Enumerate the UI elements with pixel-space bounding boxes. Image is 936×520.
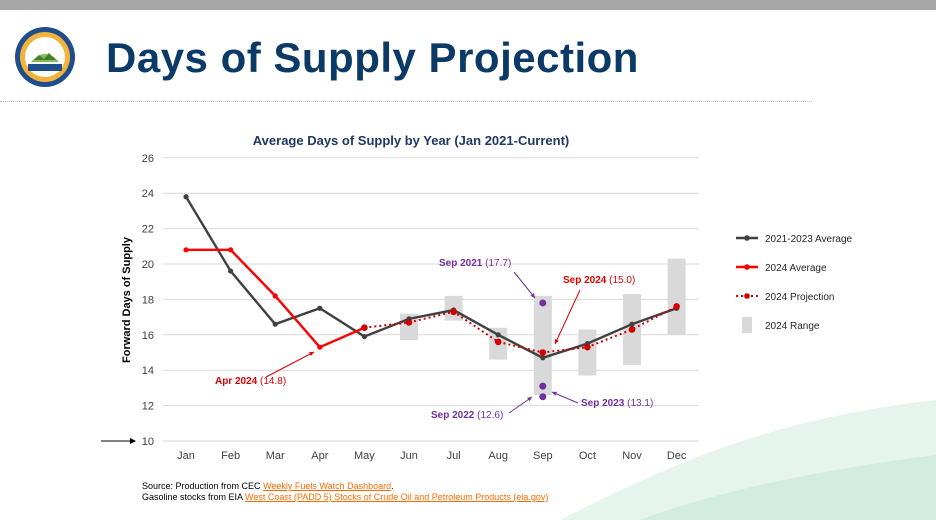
y-tick-label: 10 [142, 436, 154, 448]
annotation-arrow-head [552, 391, 557, 396]
annotation-arrow-head [527, 397, 532, 402]
x-tick-label: Oct [579, 450, 596, 462]
series-line-2 [364, 305, 678, 354]
series-point-0 [629, 321, 635, 327]
sep-point [539, 299, 547, 307]
x-tick-label: Sep [533, 450, 553, 462]
sep-point [539, 393, 547, 401]
series-point-0 [272, 321, 278, 327]
series-point-2 [539, 349, 547, 356]
annotation-label: Sep 2023 (13.1) [581, 398, 653, 409]
series-point-0 [361, 333, 367, 340]
legend-marker [744, 235, 750, 241]
eia-stocks-link[interactable]: West Coast (PADD 5) Stocks of Crude Oil … [245, 492, 549, 502]
annotation-arrow [508, 396, 533, 414]
x-tick-label: Dec [667, 450, 687, 462]
legend-swatch [742, 317, 752, 333]
legend-label: 2024 Average [765, 263, 827, 274]
y-tick-label: 22 [142, 224, 154, 236]
energy-commission-logo [15, 27, 75, 87]
annotation-arrow [551, 391, 579, 404]
range-bar [533, 295, 552, 395]
range-bar [578, 329, 597, 376]
annotation-arrow [554, 289, 581, 345]
legend-marker [744, 293, 750, 299]
source-note: Source: Production from CEC Weekly Fuels… [142, 481, 548, 503]
annotation-arrow [513, 271, 536, 299]
y-tick-label: 24 [142, 188, 154, 200]
chart-title: Average Days of Supply by Year (Jan 2021… [253, 133, 569, 148]
series-point-2 [405, 319, 413, 326]
days-of-supply-chart: Average Days of Supply by Year (Jan 2021… [101, 133, 853, 462]
series-point-0 [183, 194, 189, 200]
title-divider [0, 101, 812, 102]
x-tick-label: Feb [221, 450, 240, 462]
series-line-0 [184, 196, 678, 360]
x-tick-label: May [354, 450, 375, 462]
annotation-arrow [265, 351, 315, 378]
series-point-1 [228, 247, 234, 253]
page-title: Days of Supply Projection [106, 34, 639, 81]
x-tick-label: Nov [622, 450, 642, 462]
x-tick-label: Jul [447, 450, 461, 462]
y-tick-label: 16 [142, 330, 154, 342]
series-point-2 [584, 343, 591, 351]
y-tick-label: 20 [142, 259, 154, 271]
x-tick-label: Jun [400, 450, 418, 462]
annotation-label: Sep 2022 (12.6) [431, 410, 503, 421]
x-tick-label: Jan [177, 450, 195, 462]
x-tick-label: Mar [266, 450, 285, 462]
annotation-arrow-head [554, 339, 559, 344]
y-tick-label: 18 [142, 294, 154, 306]
weekly-fuels-watch-link[interactable]: Weekly Fuels Watch Dashboard [263, 481, 392, 491]
series-point-2 [673, 303, 680, 310]
x-tick-label: Apr [311, 450, 328, 462]
series-point-0 [540, 355, 546, 361]
annotation-arrow-head [530, 293, 535, 298]
y-tick-label: 14 [142, 365, 154, 377]
y-axis-label: Forward Days of Supply [121, 236, 133, 363]
legend-label: 2024 Range [765, 321, 820, 332]
series-point-0 [317, 305, 323, 311]
series-point-1 [317, 344, 323, 350]
series-point-2 [628, 326, 636, 333]
series-point-2 [361, 324, 368, 332]
legend-marker [744, 264, 750, 270]
series-point-1 [272, 293, 278, 299]
x-tick-label: Aug [488, 450, 508, 462]
source-line-2: Gasoline stocks from EIA West Coast (PAD… [142, 492, 549, 502]
top-bar [0, 0, 936, 10]
annotation-arrow-head [309, 352, 314, 357]
sep-point [539, 382, 547, 390]
series-point-2 [494, 338, 502, 346]
y-tick-label: 26 [142, 153, 154, 165]
annotation-label: Apr 2024 (14.8) [215, 376, 286, 387]
legend-label: 2024 Projection [765, 292, 835, 303]
y-tick-label: 12 [142, 401, 154, 413]
annotation-label: Sep 2024 (15.0) [563, 275, 635, 286]
legend-label: 2021-2023 Average [765, 234, 853, 245]
series-point-0 [228, 268, 234, 274]
range-bar [667, 258, 686, 335]
baseline-arrow-head [130, 438, 136, 444]
series-point-0 [495, 332, 501, 338]
source-line-1: Source: Production from CEC Weekly Fuels… [142, 481, 394, 491]
series-point-1 [183, 247, 189, 253]
series-point-2 [450, 308, 457, 316]
annotation-label: Sep 2021 (17.7) [439, 258, 511, 269]
